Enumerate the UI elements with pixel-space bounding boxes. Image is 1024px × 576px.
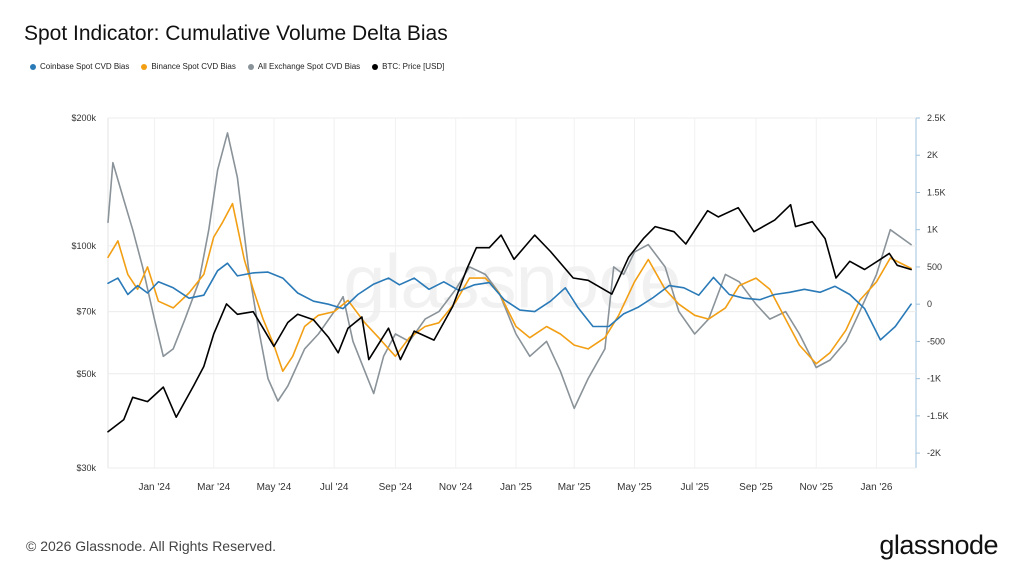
y-right-tick-label: -1K xyxy=(927,374,941,384)
legend-dot-coinbase xyxy=(30,63,36,70)
y-right-tick-label: 1K xyxy=(927,225,938,235)
y-right-tick-label: -2K xyxy=(927,448,941,458)
y-left-tick-label: $50k xyxy=(76,369,96,379)
x-tick-label: Jul '24 xyxy=(320,482,349,493)
legend-item-all-exchange[interactable]: All Exchange Spot CVD Bias xyxy=(247,62,361,71)
x-tick-label: Mar '24 xyxy=(197,482,230,493)
y-right-tick-label: -1.5K xyxy=(927,411,949,421)
y-right-tick-label: 500 xyxy=(927,262,942,272)
x-tick-label: Nov '25 xyxy=(799,482,833,493)
series-coinbase-cvd-line xyxy=(107,262,912,341)
y-right-tick-label: 2K xyxy=(927,150,938,160)
chart-title: Spot Indicator: Cumulative Volume Delta … xyxy=(24,22,448,45)
chart-legend: Coinbase Spot CVD Bias Binance Spot CVD … xyxy=(30,62,444,71)
x-tick-label: May '25 xyxy=(617,482,652,493)
x-tick-label: Nov '24 xyxy=(439,482,473,493)
legend-item-binance[interactable]: Binance Spot CVD Bias xyxy=(141,62,236,71)
brand-logo: glassnode xyxy=(879,530,998,560)
y-right-tick-label: 0 xyxy=(927,299,932,309)
x-tick-label: Jan '25 xyxy=(500,482,532,493)
y-right-tick-label: -500 xyxy=(927,336,945,346)
x-tick-label: Jan '26 xyxy=(861,482,893,493)
x-tick-label: Sep '24 xyxy=(379,482,413,493)
series-btc-price-line xyxy=(107,203,912,433)
y-right-tick-label: 2.5K xyxy=(927,113,946,123)
legend-dot-btc-price xyxy=(372,63,379,70)
legend-label-coinbase: Coinbase Spot CVD Bias xyxy=(40,62,130,71)
legend-dot-all-exchange xyxy=(247,63,254,70)
x-tick-label: Mar '25 xyxy=(558,482,591,493)
x-tick-label: Jul '25 xyxy=(680,482,709,493)
y-left-tick-label: $200k xyxy=(71,113,96,123)
x-tick-label: May '24 xyxy=(257,482,292,493)
x-tick-label: Jan '24 xyxy=(138,482,170,493)
legend-label-all-exchange: All Exchange Spot CVD Bias xyxy=(257,62,361,71)
legend-item-btc-price[interactable]: BTC: Price [USD] xyxy=(372,62,444,71)
copyright-footer: © 2026 Glassnode. All Rights Reserved. xyxy=(26,538,277,554)
series-all-exchange-cvd-line xyxy=(107,132,912,410)
y-right-tick-label: 1.5K xyxy=(927,187,946,197)
legend-dot-binance xyxy=(141,63,148,70)
y-left-tick-label: $30k xyxy=(76,463,96,473)
series-binance-cvd-line xyxy=(107,202,912,373)
x-tick-label: Sep '25 xyxy=(739,482,773,493)
legend-label-btc-price: BTC: Price [USD] xyxy=(382,62,445,71)
y-left-tick-label: $70k xyxy=(76,307,96,317)
y-left-tick-label: $100k xyxy=(71,241,96,251)
legend-label-binance: Binance Spot CVD Bias xyxy=(151,62,236,71)
legend-item-coinbase[interactable]: Coinbase Spot CVD Bias xyxy=(30,62,129,71)
